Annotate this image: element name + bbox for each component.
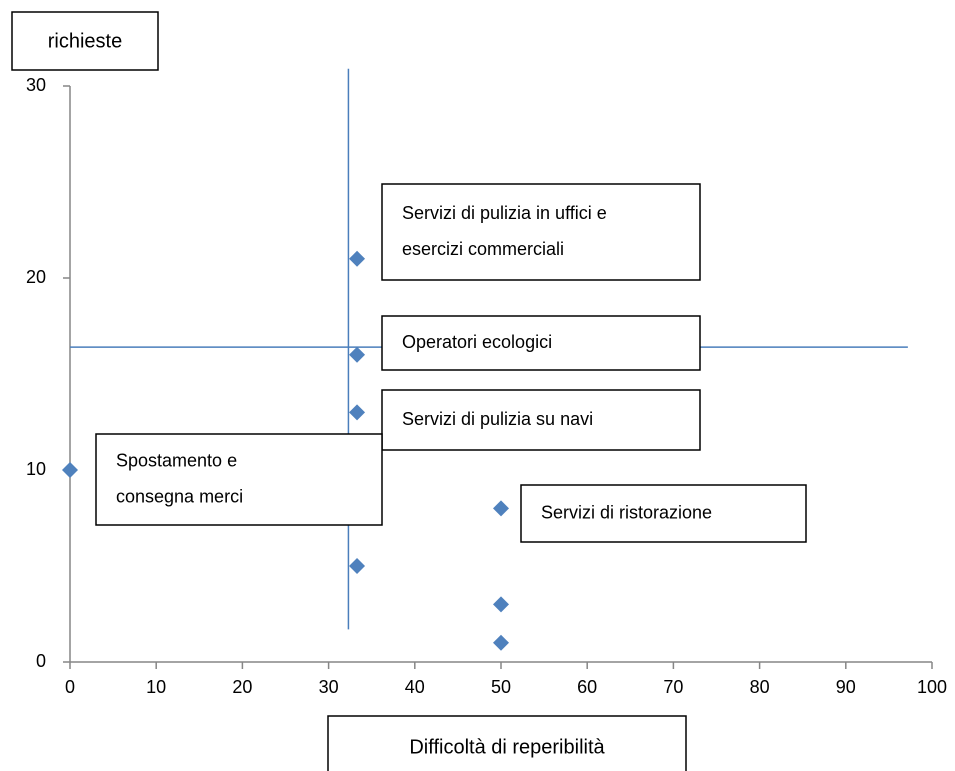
point <box>349 404 366 421</box>
y-axis-title: richieste <box>48 30 122 52</box>
y-tick-label: 0 <box>36 651 46 671</box>
annotation-text: Operatori ecologici <box>402 332 552 352</box>
annotation-box <box>95 433 383 526</box>
x-tick-label: 60 <box>577 677 597 697</box>
annotation-box <box>520 484 807 543</box>
x-tick-label: 0 <box>65 677 75 697</box>
annotation-text: Servizi di pulizia su navi <box>402 409 593 429</box>
y-tick-label: 20 <box>26 267 46 287</box>
annotation-text: consegna merci <box>116 486 243 506</box>
y-label-box <box>11 11 159 71</box>
annotation-box <box>381 183 701 281</box>
x-tick-label: 100 <box>917 677 947 697</box>
annotation-text: Spostamento e <box>116 450 237 470</box>
annotation-text: esercizi commerciali <box>402 239 564 259</box>
point <box>493 634 509 651</box>
x-tick-label: 50 <box>491 677 511 697</box>
annotation-box <box>381 389 701 451</box>
x-tick-label: 20 <box>232 677 252 697</box>
annotation-text: Servizi di ristorazione <box>541 502 712 522</box>
x-tick-label: 70 <box>663 677 683 697</box>
x-tick-label: 40 <box>405 677 425 697</box>
x-tick-label: 10 <box>146 677 166 697</box>
annotation-box <box>381 315 701 371</box>
y-tick-label: 30 <box>26 75 46 95</box>
point <box>62 462 78 478</box>
point <box>349 346 366 363</box>
x-tick-label: 80 <box>750 677 770 697</box>
x-label-box <box>327 715 687 771</box>
point <box>349 558 366 574</box>
point <box>493 596 509 613</box>
x-axis-title: Difficoltà di reperibilità <box>409 736 605 758</box>
y-tick-label: 10 <box>26 459 46 479</box>
x-tick-label: 30 <box>319 677 339 697</box>
point <box>349 250 366 267</box>
annotation-text: Servizi di pulizia in uffici e <box>402 203 607 223</box>
point <box>493 500 509 517</box>
x-tick-label: 90 <box>836 677 856 697</box>
